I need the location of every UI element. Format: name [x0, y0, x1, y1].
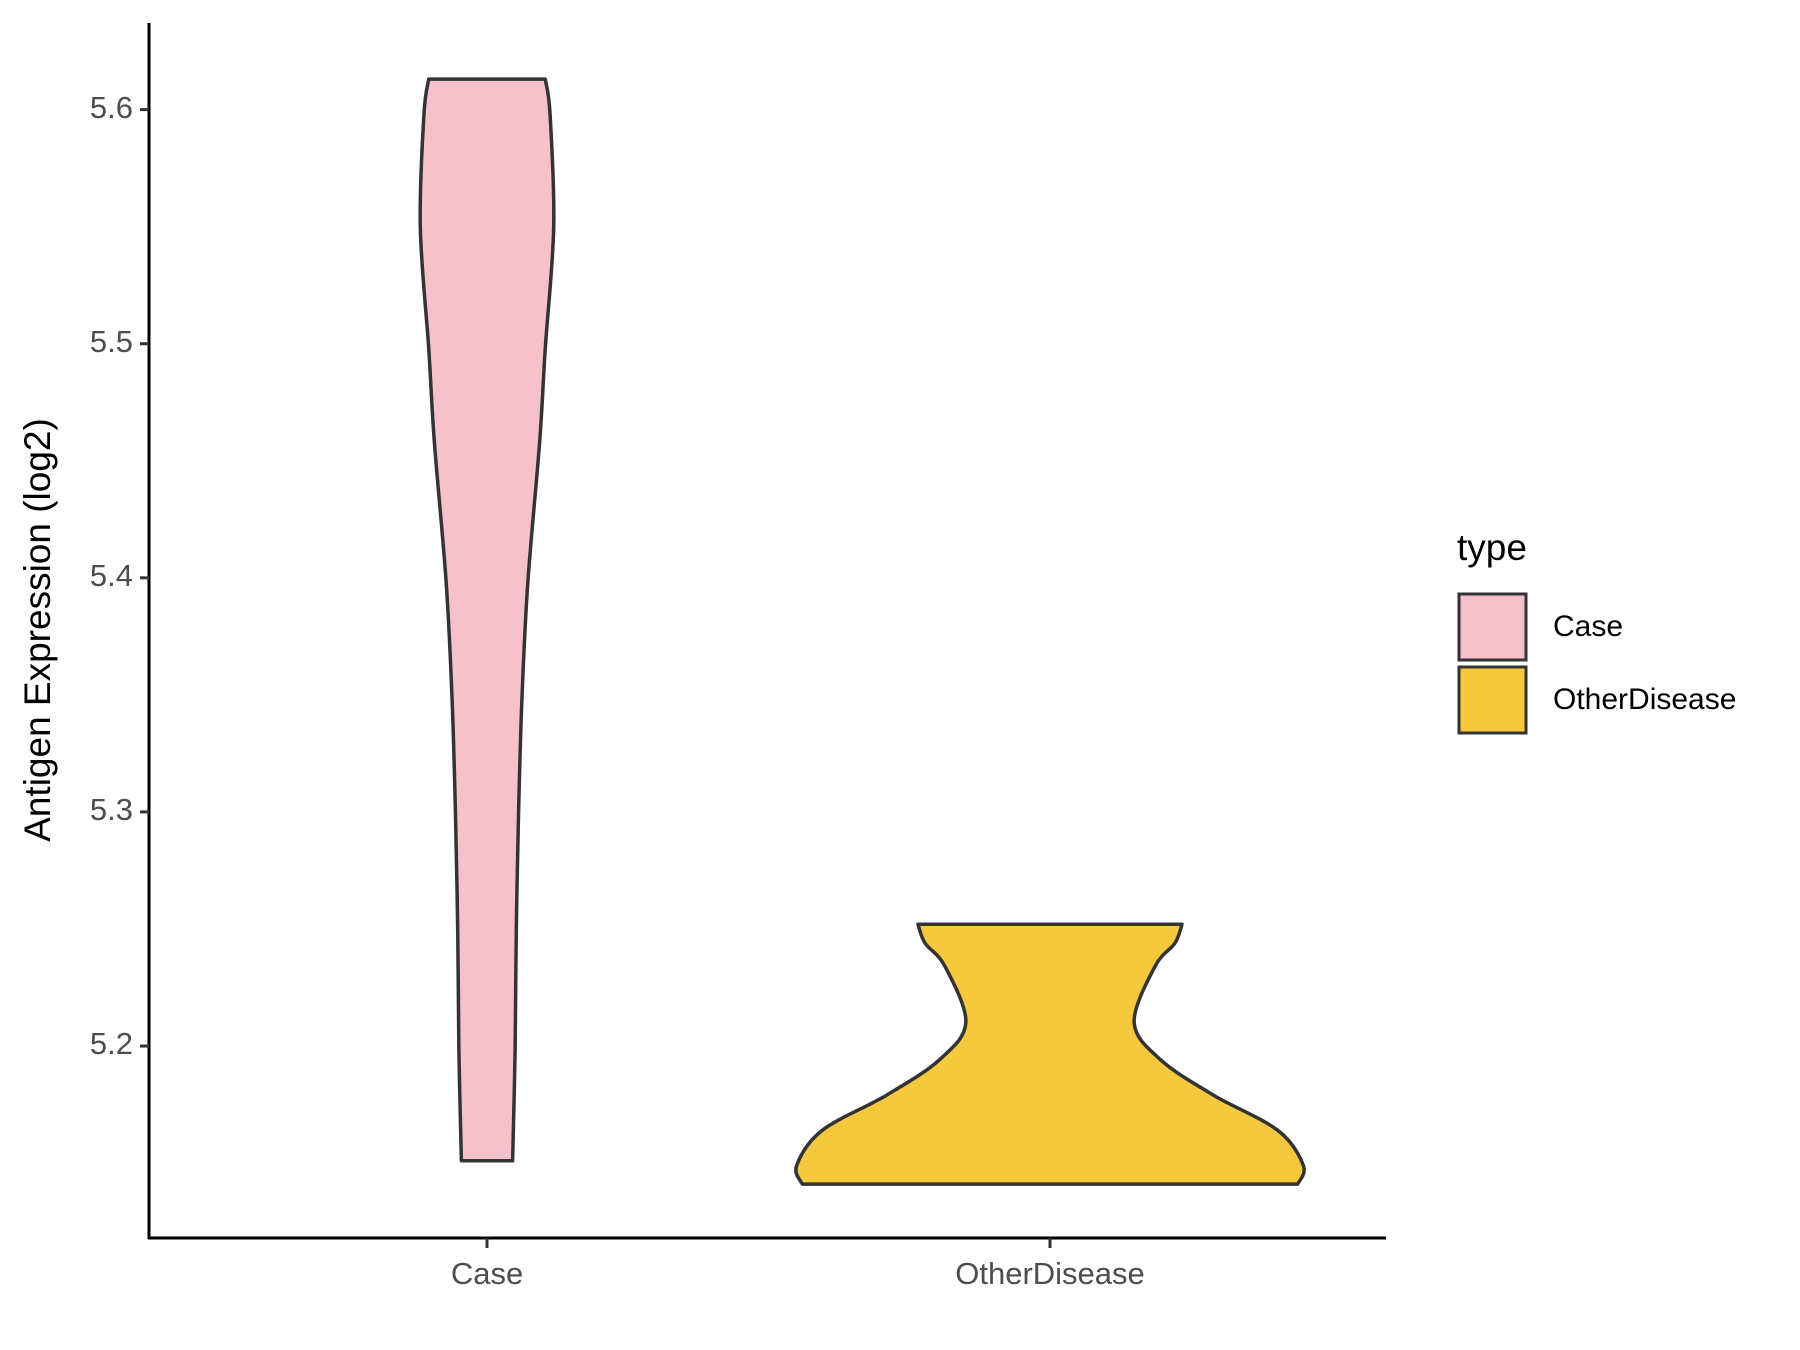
y-tick-label: 5.2 — [90, 1026, 133, 1061]
violin — [418, 77, 556, 1163]
legend-title: type — [1457, 527, 1527, 568]
y-tick-label: 5.6 — [90, 90, 133, 125]
y-axis-title: Antigen Expression (log2) — [17, 418, 58, 842]
y-tick-label: 5.3 — [90, 792, 133, 827]
y-tick-label: 5.4 — [90, 558, 133, 593]
x-tick-label: Case — [451, 1256, 523, 1291]
legend-label: OtherDisease — [1553, 683, 1736, 716]
x-tick-label: OtherDisease — [955, 1256, 1145, 1291]
violin — [794, 922, 1306, 1186]
legend-key — [1457, 592, 1528, 662]
legend-key — [1457, 665, 1528, 735]
legend-label: Case — [1553, 610, 1623, 643]
y-tick-label: 5.5 — [90, 324, 133, 359]
